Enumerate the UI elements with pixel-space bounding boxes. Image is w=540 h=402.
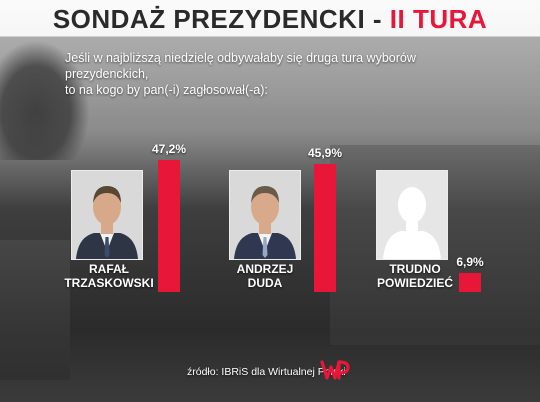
data-label: 45,9%	[307, 146, 343, 160]
title-main: SONDAŻ PREZYDENCKI -	[52, 4, 390, 34]
candidate-photo	[229, 170, 301, 260]
category-label-line: POWIEDZIEĆ	[376, 276, 453, 290]
question-line-1: Jeśli w najbliższą niedzielę odbywałaby …	[65, 51, 416, 81]
question-line-2: to na kogo by pan(-i) zagłosował(-a):	[65, 83, 268, 97]
category-label-line: RAFAŁ	[89, 262, 129, 276]
candidate-photo	[376, 170, 448, 260]
title-bar: SONDAŻ PREZYDENCKI - II TURA	[0, 0, 540, 36]
category-label-line: DUDA	[247, 276, 283, 290]
data-label: 47,2%	[151, 142, 187, 156]
category-label: TRUDNO POWIEDZIEĆ	[360, 262, 470, 290]
bar	[314, 164, 336, 292]
data-label: 6,9%	[456, 255, 484, 269]
wp-logo-icon	[320, 360, 350, 380]
category-label: RAFAŁ TRZASKOWSKI	[54, 262, 164, 290]
category-label-line: TRUDNO	[389, 262, 441, 276]
source-note: źródło: IBRiS dla Wirtualnej Polski	[187, 366, 346, 378]
page-title: SONDAŻ PREZYDENCKI - II TURA	[0, 4, 540, 35]
bar	[459, 273, 481, 292]
survey-question: Jeśli w najbliższą niedzielę odbywałaby …	[65, 50, 495, 98]
pillar-background	[0, 240, 70, 380]
statue-silhouette	[0, 40, 90, 160]
candidate-photo	[71, 170, 143, 260]
title-accent: II TURA	[389, 4, 488, 34]
category-label-line: TRZASKOWSKI	[64, 276, 154, 290]
category-label-line: ANDRZEJ	[236, 262, 294, 276]
bar	[158, 160, 180, 292]
category-label: ANDRZEJ DUDA	[210, 262, 320, 290]
